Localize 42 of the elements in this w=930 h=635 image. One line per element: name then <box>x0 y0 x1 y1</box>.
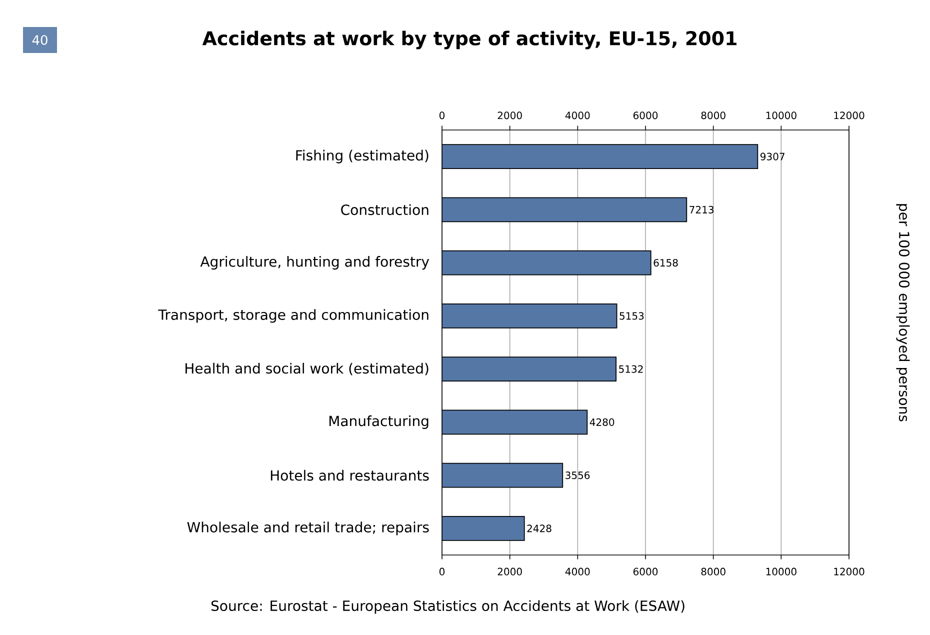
source-note: Source: Eurostat - European Statistics on Accidents at Work (ESAW) <box>211 600 684 614</box>
bar <box>442 516 525 541</box>
y-axis-title: per 100 000 employed persons <box>896 204 910 422</box>
y-tick-label: Hotels and restaurants <box>270 470 429 481</box>
data-label: 7213 <box>690 206 714 214</box>
x-tick-label: 6000 <box>633 568 658 576</box>
x2-tick-label: 10000 <box>766 112 796 120</box>
x-tick-label: 0 <box>439 568 445 576</box>
y-tick-label: Wholesale and retail trade; repairs <box>187 522 429 536</box>
x2-tick-label: 0 <box>439 112 445 120</box>
data-label: 2428 <box>527 524 552 532</box>
y-tick-label: Health and social work (estimated) <box>186 362 428 376</box>
x2-tick-label: 6000 <box>633 112 658 120</box>
x-tick-label: 8000 <box>701 568 726 576</box>
y-tick-label: Manufacturing <box>329 415 428 429</box>
x2-tick-label: 2000 <box>498 112 522 120</box>
y-tick-label: Agriculture, hunting and forestry <box>200 256 430 270</box>
data-label: 6158 <box>654 259 678 267</box>
bar <box>442 144 758 170</box>
x-tick-label: 2000 <box>498 568 522 576</box>
x-tick-label: 4000 <box>565 568 590 576</box>
data-label: 5132 <box>619 365 643 373</box>
x2-tick-label: 8000 <box>701 112 726 120</box>
bar <box>442 250 652 276</box>
bar <box>442 410 588 435</box>
data-label: 9307 <box>760 152 784 160</box>
data-label: 5153 <box>620 312 644 320</box>
y-tick-label: Fishing (estimated) <box>296 150 428 164</box>
bar <box>442 462 564 488</box>
data-label: 4280 <box>590 418 614 426</box>
x2-tick-label: 12000 <box>834 112 864 120</box>
x2-tick-label: 4000 <box>565 112 590 120</box>
y-tick-label: Transport, storage and communication <box>158 309 428 323</box>
bar <box>442 356 617 382</box>
data-label: 3556 <box>566 472 590 480</box>
bar <box>442 197 688 222</box>
bar <box>442 303 618 328</box>
text: 40 <box>32 35 48 45</box>
x-tick-label: 10000 <box>766 568 796 576</box>
x-tick-label: 12000 <box>834 568 864 576</box>
y-tick-label: Construction <box>341 204 428 216</box>
chart-title: Accidents at work by type of activity, EU-15, 2001 <box>202 30 736 50</box>
